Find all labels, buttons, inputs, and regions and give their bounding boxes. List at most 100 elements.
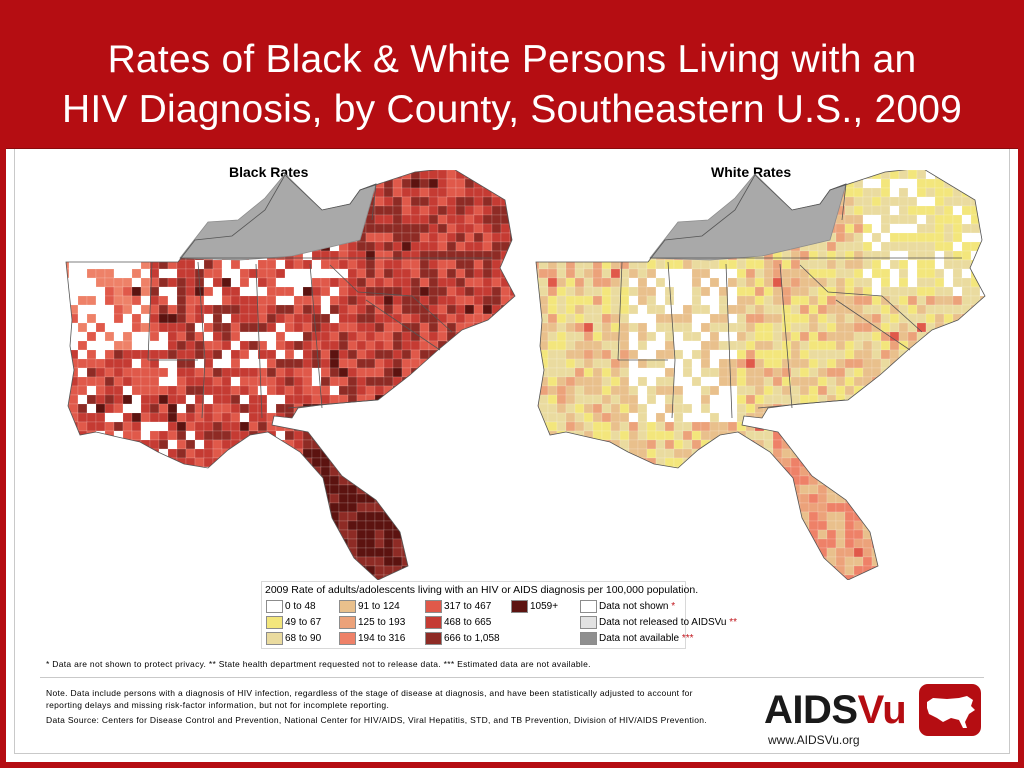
- county-cell: [718, 376, 729, 387]
- county-cell: [583, 430, 594, 441]
- county-cell: [952, 367, 963, 378]
- county-cell: [401, 178, 412, 189]
- county-cell: [970, 268, 981, 279]
- county-cell: [491, 376, 502, 387]
- county-cell: [437, 421, 448, 432]
- county-cell: [464, 349, 475, 360]
- county-cell: [772, 178, 783, 189]
- county-cell: [311, 475, 322, 486]
- county-cell: [574, 484, 585, 495]
- county-cell: [185, 178, 196, 189]
- county-cell: [601, 493, 612, 504]
- county-cell: [176, 304, 187, 315]
- county-cell: [482, 565, 493, 576]
- county-cell: [898, 232, 909, 243]
- county-cell: [455, 502, 466, 513]
- county-cell: [880, 565, 891, 576]
- county-cell: [610, 511, 621, 522]
- county-cell: [619, 493, 630, 504]
- county-cell: [763, 394, 774, 405]
- county-cell: [131, 511, 142, 522]
- county-cell: [455, 412, 466, 423]
- county-cell: [835, 466, 846, 477]
- county-cell: [619, 412, 630, 423]
- county-cell: [158, 232, 169, 243]
- county-cell: [664, 574, 675, 580]
- county-cell: [637, 259, 648, 270]
- county-cell: [691, 502, 702, 513]
- county-cell: [799, 340, 810, 351]
- county-cell: [536, 376, 540, 387]
- county-cell: [519, 350, 520, 359]
- county-cell: [221, 268, 232, 279]
- county-cell: [772, 475, 783, 486]
- county-cell: [230, 421, 241, 432]
- county-cell: [311, 529, 322, 540]
- county-cell: [536, 574, 540, 580]
- county-cell: [925, 394, 936, 405]
- county-cell: [293, 574, 304, 580]
- county-cell: [709, 178, 720, 189]
- county-cell: [77, 232, 88, 243]
- county-cell: [284, 277, 295, 288]
- county-cell: [266, 170, 277, 180]
- county-cell: [745, 349, 756, 360]
- county-cell: [898, 574, 909, 580]
- county-cell: [167, 547, 178, 558]
- county-cell: [158, 241, 169, 252]
- county-cell: [167, 241, 178, 252]
- county-cell: [66, 340, 70, 351]
- county-cell: [610, 214, 621, 225]
- county-cell: [700, 520, 711, 531]
- county-cell: [167, 421, 178, 432]
- county-cell: [266, 520, 277, 531]
- county-cell: [176, 241, 187, 252]
- county-cell: [68, 448, 79, 459]
- county-cell: [95, 340, 106, 351]
- county-cell: [637, 340, 648, 351]
- county-cell: [610, 241, 621, 252]
- county-cell: [844, 385, 855, 396]
- county-cell: [583, 511, 594, 522]
- county-cell: [736, 295, 747, 306]
- aidsvu-url-link[interactable]: www.AIDSVu.org: [768, 733, 860, 747]
- county-cell: [538, 196, 549, 207]
- county-cell: [266, 322, 277, 333]
- county-cell: [907, 286, 918, 297]
- county-cell: [464, 466, 475, 477]
- county-cell: [365, 421, 376, 432]
- county-cell: [194, 331, 205, 342]
- county-cell: [95, 511, 106, 522]
- county-cell: [149, 349, 160, 360]
- legend-swatch-special: [580, 616, 597, 629]
- county-cell: [871, 268, 882, 279]
- county-cell: [574, 412, 585, 423]
- county-cell: [221, 484, 232, 495]
- county-cell: [95, 196, 106, 207]
- county-cell: [826, 349, 837, 360]
- county-cell: [212, 439, 223, 450]
- aidsvu-logo[interactable]: AIDSVu: [764, 684, 984, 736]
- county-cell: [221, 466, 232, 477]
- county-cell: [239, 565, 250, 576]
- county-cell: [835, 448, 846, 459]
- county-cell: [871, 205, 882, 216]
- county-cell: [131, 250, 142, 261]
- county-cell: [257, 367, 268, 378]
- county-cell: [185, 286, 196, 297]
- county-cell: [583, 412, 594, 423]
- county-cell: [952, 556, 963, 567]
- county-cell: [655, 448, 666, 459]
- county-cell: [844, 538, 855, 549]
- county-cell: [826, 331, 837, 342]
- county-cell: [916, 574, 927, 580]
- county-cell: [700, 448, 711, 459]
- county-cell: [122, 511, 133, 522]
- county-cell: [176, 340, 187, 351]
- county-cell: [853, 547, 864, 558]
- county-cell: [799, 484, 810, 495]
- county-cell: [266, 475, 277, 486]
- county-cell: [601, 385, 612, 396]
- county-cell: [646, 547, 657, 558]
- county-cell: [538, 475, 549, 486]
